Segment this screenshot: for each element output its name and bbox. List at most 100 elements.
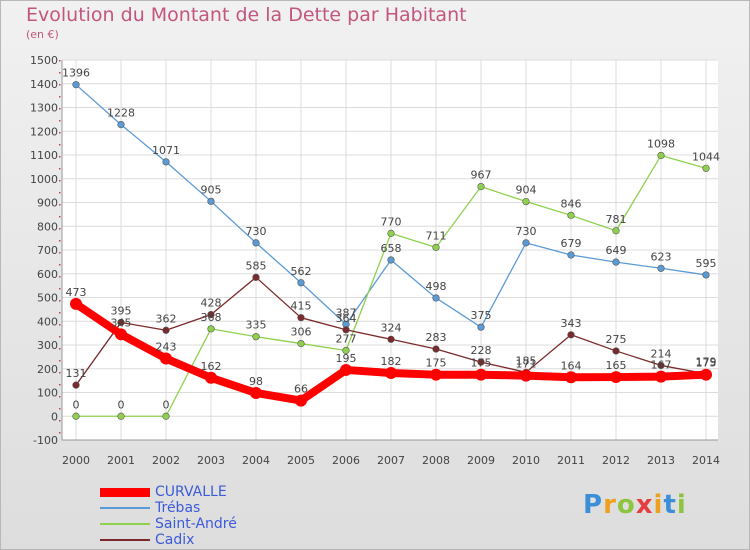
x-tick-label: 2013 xyxy=(647,454,675,467)
data-label: 368 xyxy=(201,311,222,324)
data-label: 415 xyxy=(291,300,312,313)
data-label: 781 xyxy=(606,213,627,226)
data-label: 164 xyxy=(561,359,582,372)
data-label: 679 xyxy=(561,237,582,250)
data-point xyxy=(522,239,530,247)
y-tick-label: 300 xyxy=(37,339,58,352)
data-point xyxy=(115,328,127,341)
y-tick-label: 500 xyxy=(37,292,58,305)
legend-label: Trébas xyxy=(155,500,201,516)
y-tick-label: 1300 xyxy=(30,102,58,115)
y-tick-label: 800 xyxy=(37,220,58,233)
data-point xyxy=(432,345,440,353)
axis-dot xyxy=(59,288,61,290)
data-point xyxy=(340,363,352,376)
x-tick-label: 2007 xyxy=(377,454,405,467)
x-tick-label: 2000 xyxy=(62,454,90,467)
logo-letter: i xyxy=(653,490,664,520)
logo-letter: x xyxy=(635,490,654,520)
data-point xyxy=(387,256,395,264)
data-label: 131 xyxy=(66,367,87,380)
x-tick-label: 2004 xyxy=(242,454,270,467)
x-tick-label: 2014 xyxy=(692,454,720,467)
data-label: 345 xyxy=(111,316,132,329)
data-label: 243 xyxy=(156,341,177,354)
data-point xyxy=(657,361,665,370)
data-label: 623 xyxy=(651,250,672,263)
y-tick-label: 1500 xyxy=(30,54,58,67)
data-label: 595 xyxy=(696,257,717,270)
y-tick-label: 700 xyxy=(37,244,58,257)
axis-dot xyxy=(59,360,61,362)
data-point xyxy=(207,311,215,319)
data-label: 364 xyxy=(336,312,357,325)
data-point xyxy=(385,367,397,380)
axis-dot xyxy=(59,240,61,242)
data-point xyxy=(567,211,575,219)
axis-dot xyxy=(59,348,61,350)
axis-dot xyxy=(59,312,61,314)
x-tick-label: 2003 xyxy=(197,454,225,467)
data-label: 1228 xyxy=(107,107,135,120)
x-tick-label: 2001 xyxy=(107,454,135,467)
data-label: 1098 xyxy=(647,137,675,150)
data-point xyxy=(205,371,217,384)
data-label: 324 xyxy=(381,321,402,334)
data-label: 165 xyxy=(606,359,627,372)
data-label: 277 xyxy=(336,332,357,345)
data-point xyxy=(297,339,305,348)
data-label: 730 xyxy=(246,225,267,238)
data-label: 658 xyxy=(381,242,402,255)
data-label: 185 xyxy=(516,354,537,367)
axis-dot xyxy=(59,192,61,194)
data-label: 905 xyxy=(201,183,222,196)
x-tick-label: 2010 xyxy=(512,454,540,467)
chart-subtitle: (en €) xyxy=(26,28,59,41)
data-point xyxy=(477,182,485,191)
axis-dot xyxy=(59,144,61,146)
data-label: 387 xyxy=(336,306,357,319)
x-tick-label: 2012 xyxy=(602,454,630,467)
data-point xyxy=(252,239,260,247)
data-point xyxy=(565,371,577,384)
y-tick-label: 1400 xyxy=(30,78,58,91)
axis-dot xyxy=(59,84,61,86)
data-point xyxy=(657,264,665,272)
data-label: 98 xyxy=(249,375,263,388)
data-label: 228 xyxy=(471,344,492,357)
axis-dot xyxy=(59,156,61,158)
y-tick-label: 1100 xyxy=(30,149,58,162)
data-label: 730 xyxy=(516,225,537,238)
logo-letter: o xyxy=(616,490,636,520)
axis-dot xyxy=(59,336,61,338)
data-point xyxy=(612,227,620,235)
x-tick-label: 2008 xyxy=(422,454,450,467)
data-point xyxy=(612,258,620,266)
logo-letter: r xyxy=(603,490,617,520)
axis-dot xyxy=(59,180,61,182)
axis-dot xyxy=(59,168,61,170)
axis-dot xyxy=(59,324,61,326)
data-point xyxy=(162,412,170,420)
data-label: 283 xyxy=(426,331,447,344)
x-tick-label: 2005 xyxy=(287,454,315,467)
data-point xyxy=(72,412,80,420)
data-point xyxy=(297,314,305,322)
data-point xyxy=(162,158,170,166)
axis-dot xyxy=(59,396,61,398)
data-label: 585 xyxy=(246,259,267,272)
chart-title: Evolution du Montant de la Dette par Hab… xyxy=(26,4,467,26)
legend-label: Saint-André xyxy=(155,516,237,532)
data-label: 395 xyxy=(111,304,132,317)
data-label: 0 xyxy=(73,398,80,411)
data-label: 362 xyxy=(156,312,177,325)
data-label: 0 xyxy=(118,398,125,411)
legend-swatch xyxy=(100,523,150,525)
legend-label: Cadix xyxy=(155,532,195,548)
data-point xyxy=(702,271,710,279)
axis-dot xyxy=(59,204,61,206)
logo-letter: t xyxy=(663,490,677,520)
data-point xyxy=(520,369,532,382)
data-point xyxy=(477,323,485,331)
